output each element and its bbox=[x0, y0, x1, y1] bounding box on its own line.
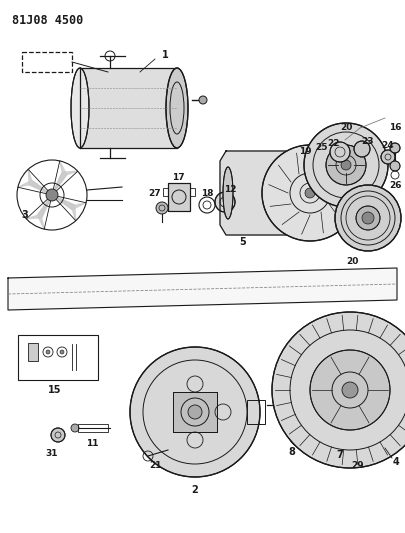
Text: 1: 1 bbox=[162, 50, 168, 60]
Bar bbox=[290, 387, 306, 393]
Bar bbox=[163, 188, 168, 196]
Polygon shape bbox=[52, 161, 66, 195]
Circle shape bbox=[60, 350, 64, 354]
Bar bbox=[80, 68, 177, 148]
Bar bbox=[290, 423, 306, 429]
Bar bbox=[290, 387, 306, 393]
Bar bbox=[290, 411, 306, 417]
Circle shape bbox=[342, 382, 358, 398]
Bar bbox=[18, 335, 98, 380]
Bar bbox=[290, 423, 306, 429]
Text: 21: 21 bbox=[149, 462, 161, 471]
Circle shape bbox=[310, 350, 390, 430]
Circle shape bbox=[46, 350, 50, 354]
Ellipse shape bbox=[284, 374, 312, 446]
Ellipse shape bbox=[223, 167, 233, 219]
Text: 29: 29 bbox=[352, 462, 365, 471]
Circle shape bbox=[390, 143, 400, 153]
Text: 3: 3 bbox=[21, 210, 28, 220]
Polygon shape bbox=[52, 195, 76, 221]
Circle shape bbox=[305, 188, 315, 198]
Text: 8: 8 bbox=[288, 447, 295, 457]
Text: 27: 27 bbox=[149, 190, 161, 198]
Circle shape bbox=[354, 141, 370, 157]
Bar bbox=[168, 183, 190, 211]
Circle shape bbox=[188, 405, 202, 419]
Circle shape bbox=[381, 150, 395, 164]
Circle shape bbox=[215, 192, 235, 212]
Polygon shape bbox=[18, 180, 52, 195]
Bar bbox=[78, 424, 108, 432]
Circle shape bbox=[199, 96, 207, 104]
Circle shape bbox=[156, 202, 168, 214]
Bar bbox=[247, 400, 265, 424]
Polygon shape bbox=[37, 195, 52, 229]
Text: 19: 19 bbox=[298, 148, 311, 157]
Bar bbox=[290, 399, 306, 405]
Circle shape bbox=[341, 160, 351, 170]
Bar bbox=[290, 411, 306, 417]
Text: 26: 26 bbox=[389, 181, 401, 190]
Text: 5: 5 bbox=[240, 237, 246, 247]
Text: 15: 15 bbox=[48, 385, 62, 395]
Text: 18: 18 bbox=[201, 189, 213, 198]
Text: 11: 11 bbox=[86, 440, 98, 448]
Text: 81J08 4500: 81J08 4500 bbox=[12, 14, 83, 27]
Text: 20: 20 bbox=[346, 257, 358, 266]
Bar bbox=[173, 392, 217, 432]
Text: 4: 4 bbox=[392, 457, 399, 467]
Circle shape bbox=[46, 189, 58, 201]
Circle shape bbox=[51, 428, 65, 442]
Circle shape bbox=[262, 145, 358, 241]
Text: 16: 16 bbox=[389, 124, 401, 133]
Polygon shape bbox=[52, 195, 86, 209]
Circle shape bbox=[71, 424, 79, 432]
Bar bbox=[168, 183, 190, 211]
Polygon shape bbox=[8, 268, 397, 310]
Circle shape bbox=[304, 123, 388, 207]
Polygon shape bbox=[220, 151, 294, 235]
Text: 17: 17 bbox=[172, 173, 184, 182]
Circle shape bbox=[326, 145, 366, 185]
Text: 22: 22 bbox=[327, 139, 339, 148]
Text: 20: 20 bbox=[340, 124, 352, 133]
Text: 25: 25 bbox=[316, 142, 328, 151]
Polygon shape bbox=[28, 169, 52, 195]
Bar bbox=[22, 52, 72, 72]
Bar bbox=[173, 392, 217, 432]
Circle shape bbox=[356, 206, 380, 230]
Text: 24: 24 bbox=[382, 141, 394, 150]
Ellipse shape bbox=[281, 167, 291, 219]
Ellipse shape bbox=[166, 68, 188, 148]
Circle shape bbox=[390, 161, 400, 171]
Text: 12: 12 bbox=[224, 185, 236, 195]
Bar bbox=[190, 188, 195, 196]
Circle shape bbox=[130, 347, 260, 477]
Text: 2: 2 bbox=[192, 485, 198, 495]
Circle shape bbox=[335, 185, 401, 251]
Circle shape bbox=[330, 142, 350, 162]
Circle shape bbox=[272, 312, 405, 468]
Text: 23: 23 bbox=[362, 136, 374, 146]
Text: 7: 7 bbox=[337, 450, 343, 460]
Polygon shape bbox=[52, 171, 78, 195]
Text: 31: 31 bbox=[46, 448, 58, 457]
Circle shape bbox=[300, 363, 384, 447]
Circle shape bbox=[334, 397, 350, 413]
Polygon shape bbox=[26, 195, 52, 219]
Bar bbox=[28, 343, 38, 361]
Bar bbox=[290, 399, 306, 405]
Ellipse shape bbox=[71, 68, 89, 148]
Circle shape bbox=[362, 212, 374, 224]
